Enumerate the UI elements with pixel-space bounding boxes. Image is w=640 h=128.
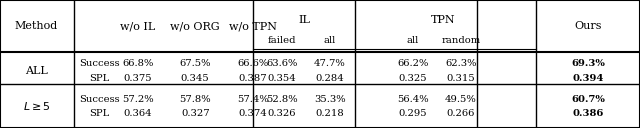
Text: 49.5%: 49.5%	[445, 95, 477, 104]
Text: 56.4%: 56.4%	[397, 95, 429, 104]
Text: 0.374: 0.374	[239, 109, 267, 118]
Text: ALL: ALL	[25, 66, 48, 76]
Text: 66.6%: 66.6%	[237, 60, 268, 68]
Text: 67.5%: 67.5%	[179, 60, 211, 68]
Text: random: random	[441, 36, 481, 45]
Text: 0.218: 0.218	[316, 109, 344, 118]
Text: SPL: SPL	[89, 109, 109, 118]
Text: 69.3%: 69.3%	[572, 60, 605, 68]
Text: 0.375: 0.375	[124, 74, 152, 83]
Text: Success: Success	[79, 95, 120, 104]
Text: 0.266: 0.266	[447, 109, 475, 118]
Text: 0.326: 0.326	[268, 109, 296, 118]
Text: 47.7%: 47.7%	[314, 60, 346, 68]
Text: $L \geq 5$: $L \geq 5$	[22, 100, 51, 112]
Text: w/o IL: w/o IL	[120, 21, 156, 31]
Text: SPL: SPL	[89, 74, 109, 83]
Text: 0.295: 0.295	[399, 109, 427, 118]
Text: 0.387: 0.387	[239, 74, 267, 83]
Text: w/o TPN: w/o TPN	[229, 21, 277, 31]
Text: 66.8%: 66.8%	[122, 60, 154, 68]
Text: 0.386: 0.386	[572, 109, 604, 118]
Text: 57.4%: 57.4%	[237, 95, 269, 104]
Text: Method: Method	[15, 21, 58, 31]
Text: IL: IL	[298, 15, 310, 25]
Text: 52.8%: 52.8%	[266, 95, 298, 104]
Text: all: all	[323, 36, 336, 45]
Text: all: all	[406, 36, 419, 45]
Text: 62.3%: 62.3%	[445, 60, 477, 68]
Text: 0.345: 0.345	[181, 74, 209, 83]
Text: Ours: Ours	[575, 21, 602, 31]
Text: 35.3%: 35.3%	[314, 95, 346, 104]
Text: 57.2%: 57.2%	[122, 95, 154, 104]
Text: 0.364: 0.364	[124, 109, 152, 118]
Text: TPN: TPN	[431, 15, 455, 25]
Text: 0.354: 0.354	[268, 74, 296, 83]
Text: 66.2%: 66.2%	[397, 60, 429, 68]
Text: 0.325: 0.325	[399, 74, 427, 83]
Text: 0.394: 0.394	[572, 74, 604, 83]
Text: Success: Success	[79, 60, 120, 68]
Text: 0.284: 0.284	[316, 74, 344, 83]
Text: 60.7%: 60.7%	[572, 95, 605, 104]
Text: 57.8%: 57.8%	[179, 95, 211, 104]
Text: 0.315: 0.315	[447, 74, 475, 83]
Text: failed: failed	[268, 36, 296, 45]
Text: w/o ORG: w/o ORG	[170, 21, 220, 31]
Text: 63.6%: 63.6%	[266, 60, 298, 68]
Text: 0.327: 0.327	[181, 109, 209, 118]
